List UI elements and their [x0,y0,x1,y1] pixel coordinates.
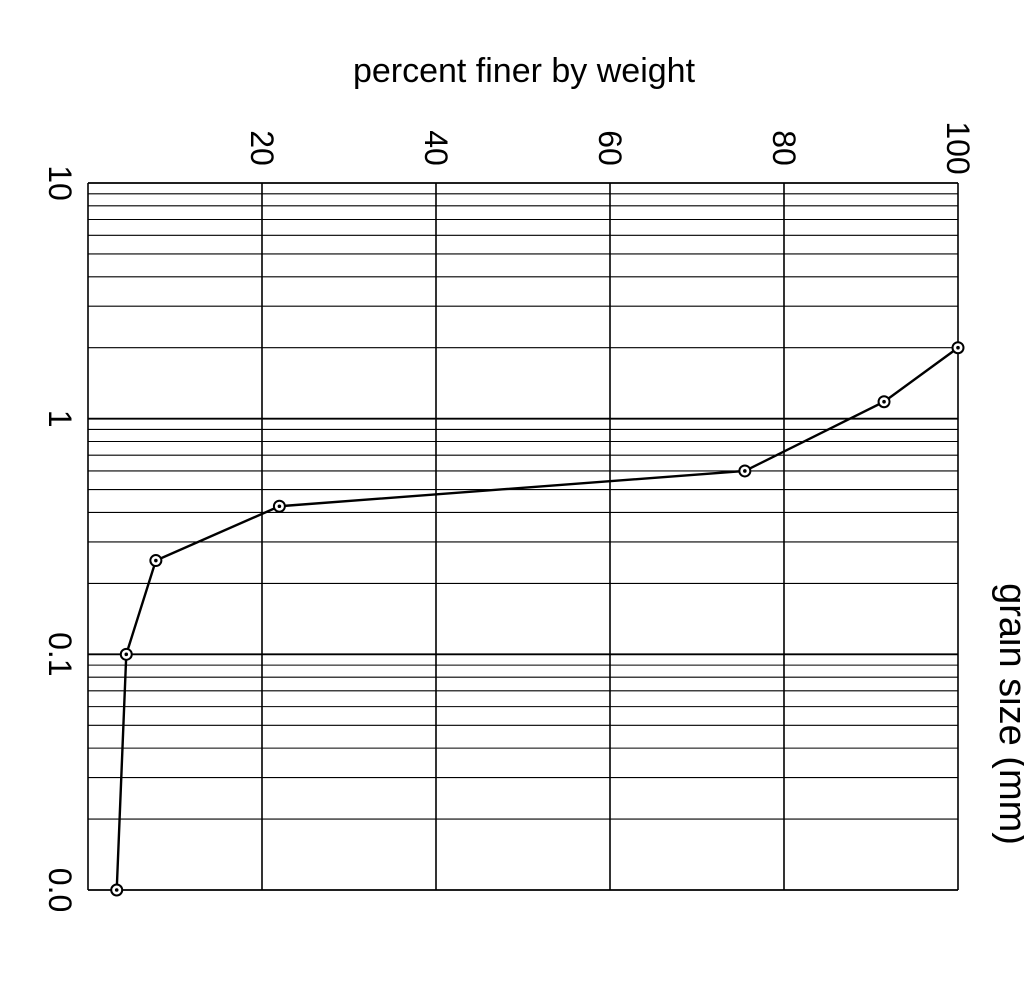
data-point-dot [743,469,747,473]
x-axis-label: grain size (mm) [991,583,1024,845]
data-point-dot [154,558,158,563]
y-tick-label: 100 [940,121,976,174]
gridlines [87,182,959,891]
y-axis-label: percent finer by weight [353,52,696,90]
data-point-dot [124,652,129,657]
y-tick-label: 40 [418,130,454,166]
y-tick-label: 80 [766,130,802,166]
data-point-dot [882,399,886,404]
y-tick-label: 20 [244,130,280,166]
x-tick-label: 1 [42,410,78,428]
data-point-dot [277,504,282,509]
x-tick-label: 0.1 [42,632,78,676]
data-point-dot [114,888,119,892]
x-tick-label: 0.0 [42,868,78,912]
data-point-dot [956,345,960,350]
tick-labels: 20 40 60 80 100 10 1 0.1 0.0 [42,121,976,912]
data-series [110,341,965,897]
x-tick-label: 10 [42,165,78,201]
y-tick-label: 60 [592,130,628,166]
